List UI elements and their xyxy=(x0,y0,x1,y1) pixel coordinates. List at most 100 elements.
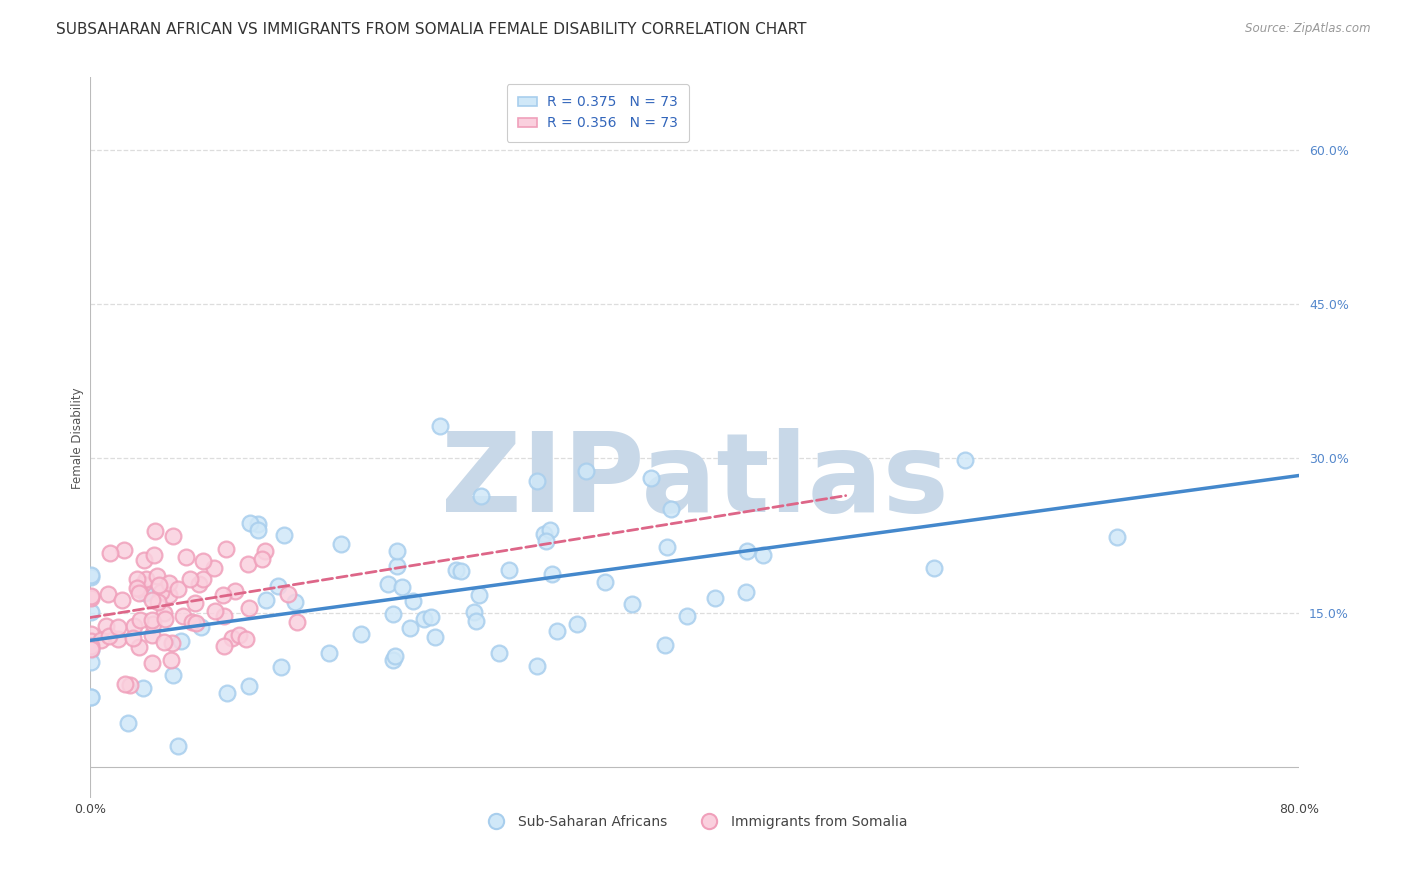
Point xyxy=(498,563,520,577)
Point xyxy=(80,633,103,648)
Point xyxy=(1105,530,1128,544)
Point xyxy=(533,527,555,541)
Point xyxy=(450,564,472,578)
Point xyxy=(190,620,212,634)
Point xyxy=(141,592,163,607)
Point xyxy=(193,572,215,586)
Point xyxy=(181,615,204,630)
Point xyxy=(212,609,235,624)
Text: ZIPatlas: ZIPatlas xyxy=(440,427,949,534)
Point xyxy=(640,471,662,485)
Point xyxy=(284,595,307,609)
Point xyxy=(162,668,184,682)
Point xyxy=(80,591,103,605)
Legend: Sub-Saharan Africans, Immigrants from Somalia: Sub-Saharan Africans, Immigrants from So… xyxy=(477,809,912,834)
Point xyxy=(80,640,103,655)
Point xyxy=(167,739,190,753)
Point xyxy=(273,527,295,541)
Point xyxy=(152,635,174,649)
Point xyxy=(381,607,404,622)
Point xyxy=(80,639,103,653)
Point xyxy=(252,552,274,566)
Point xyxy=(238,679,260,693)
Point xyxy=(247,523,270,537)
Point xyxy=(107,620,129,634)
Point xyxy=(184,595,207,609)
Point xyxy=(429,418,451,433)
Point xyxy=(128,640,150,655)
Point xyxy=(277,587,299,601)
Point xyxy=(128,586,150,600)
Point xyxy=(125,581,148,595)
Point xyxy=(129,613,152,627)
Point xyxy=(377,576,399,591)
Point xyxy=(224,583,246,598)
Point xyxy=(127,572,149,586)
Point xyxy=(384,649,406,664)
Point xyxy=(246,517,269,532)
Point xyxy=(270,660,292,674)
Point xyxy=(228,628,250,642)
Point xyxy=(536,534,558,549)
Point xyxy=(402,594,425,608)
Point xyxy=(80,690,103,704)
Point xyxy=(80,642,103,657)
Point xyxy=(157,588,180,602)
Point xyxy=(953,452,976,467)
Point xyxy=(162,528,184,542)
Point xyxy=(128,582,150,596)
Point xyxy=(734,585,756,599)
Point xyxy=(80,627,103,641)
Point xyxy=(735,544,758,558)
Text: SUBSAHARAN AFRICAN VS IMMIGRANTS FROM SOMALIA FEMALE DISABILITY CORRELATION CHAR: SUBSAHARAN AFRICAN VS IMMIGRANTS FROM SO… xyxy=(56,22,807,37)
Point xyxy=(538,523,561,537)
Point xyxy=(193,554,215,568)
Point xyxy=(212,588,235,602)
Point xyxy=(80,642,103,657)
Point xyxy=(267,579,290,593)
Point xyxy=(142,548,165,562)
Point xyxy=(107,632,129,647)
Point xyxy=(385,558,408,573)
Point xyxy=(97,629,120,643)
Point xyxy=(153,606,176,620)
Point xyxy=(488,646,510,660)
Point xyxy=(253,543,276,558)
Y-axis label: Female Disability: Female Disability xyxy=(72,387,84,489)
Point xyxy=(157,576,180,591)
Point xyxy=(122,619,145,633)
Point xyxy=(148,577,170,591)
Point xyxy=(202,560,225,574)
Point xyxy=(221,631,243,645)
Point xyxy=(217,686,239,700)
Point xyxy=(170,634,193,648)
Point xyxy=(239,516,262,531)
Point xyxy=(159,653,181,667)
Point xyxy=(132,553,155,567)
Point xyxy=(526,658,548,673)
Point xyxy=(112,543,135,558)
Point xyxy=(423,631,446,645)
Point xyxy=(465,614,488,628)
Point xyxy=(117,715,139,730)
Point xyxy=(146,569,169,583)
Point xyxy=(132,681,155,695)
Point xyxy=(172,608,194,623)
Point xyxy=(134,586,156,600)
Point xyxy=(350,626,373,640)
Point xyxy=(167,582,190,597)
Point xyxy=(236,558,259,572)
Point xyxy=(80,606,103,620)
Point xyxy=(444,563,467,577)
Point xyxy=(160,635,183,649)
Point xyxy=(121,631,143,645)
Point xyxy=(546,624,568,638)
Point xyxy=(467,588,489,602)
Text: Source: ZipAtlas.com: Source: ZipAtlas.com xyxy=(1246,22,1371,36)
Point xyxy=(215,541,238,556)
Point xyxy=(654,638,676,652)
Point xyxy=(575,464,598,478)
Point xyxy=(704,591,727,605)
Point xyxy=(391,580,413,594)
Point xyxy=(187,577,209,591)
